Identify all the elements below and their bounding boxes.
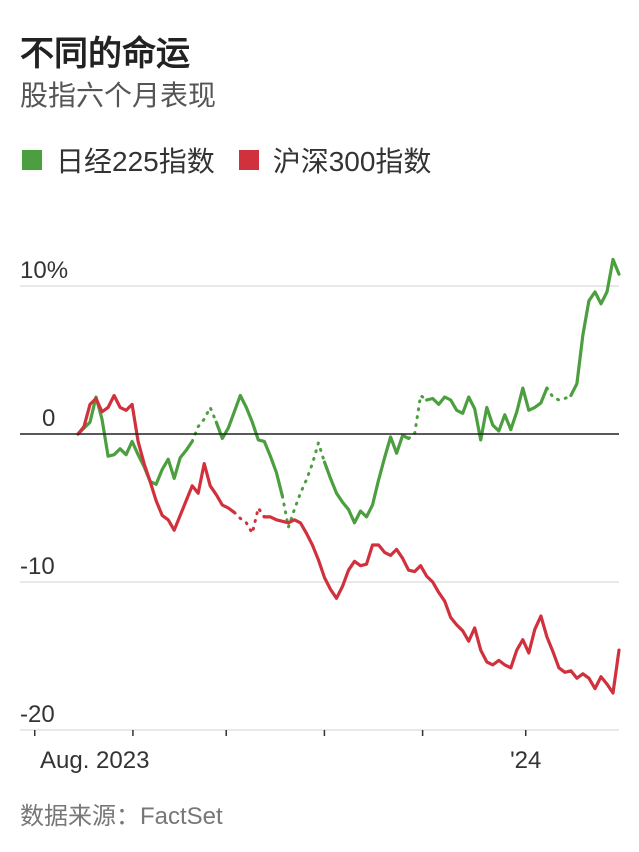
series-line-csi300 (76, 393, 236, 532)
y-tick-label: -10 (20, 553, 55, 580)
series-line-nikkei (214, 393, 284, 498)
series-line-csi300 (262, 515, 621, 695)
x-tick-label: Aug. 2023 (40, 747, 149, 774)
source-note: 数据来源：FactSet (20, 803, 223, 830)
series-line-nikkei-dotted (280, 441, 326, 529)
y-tick-label: 0 (42, 405, 55, 432)
chart-subtitle: 股指六个月表现 (20, 80, 217, 111)
series-line-nikkei (76, 395, 194, 486)
y-tick-label: -20 (20, 701, 55, 728)
series-line-csi300-dotted (232, 506, 266, 535)
legend-swatch-nikkei (22, 150, 42, 170)
x-tick-label: '24 (510, 747, 541, 774)
legend: 日经225指数 沪深300指数 (22, 140, 455, 180)
series-layer (76, 257, 621, 695)
legend-item-nikkei: 日经225指数 (22, 140, 215, 180)
legend-label-nikkei: 日经225指数 (56, 146, 215, 177)
y-tick-label: 10% (20, 257, 68, 284)
series-line-nikkei (569, 257, 621, 398)
series-line-nikkei-dotted (190, 405, 218, 443)
series-line-nikkei-dotted (407, 394, 429, 440)
legend-item-csi300: 沪深300指数 (238, 140, 432, 180)
series-line-nikkei-dotted (545, 386, 573, 402)
legend-swatch-csi300 (238, 150, 259, 170)
legend-label-csi300: 沪深300指数 (272, 146, 432, 177)
grid-layer: 10% 0 -10 -20 (20, 257, 619, 731)
chart-title: 不同的命运 (20, 35, 190, 73)
axis-layer: Aug. 2023 '24 (20, 433, 619, 774)
series-line-nikkei (322, 433, 411, 525)
series-line-nikkei (425, 386, 549, 442)
